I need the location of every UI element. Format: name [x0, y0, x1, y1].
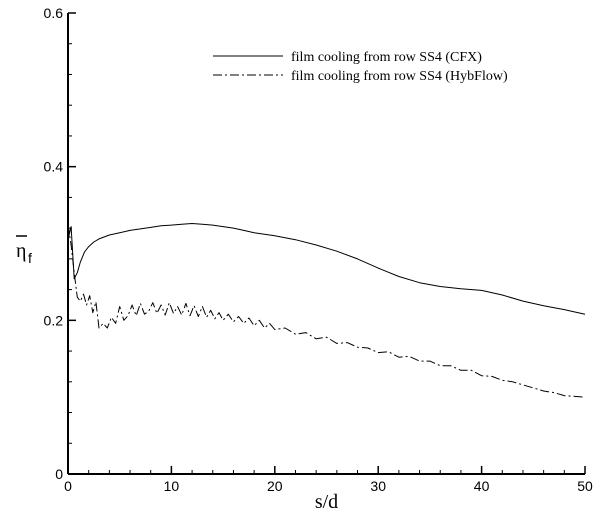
x-tick-label: 0	[64, 478, 72, 494]
x-axis-ticks: 0 10 20 30 40 50	[64, 466, 593, 494]
series-line-1	[67, 223, 586, 315]
legend-label-1: film cooling from row SS4 (CFX)	[291, 50, 482, 65]
y-tick-label: 0.6	[44, 5, 64, 21]
y-axis-label: η f	[16, 235, 32, 266]
x-tick-label: 40	[474, 478, 490, 494]
y-tick-label: 0.4	[44, 159, 64, 175]
legend-label-2: film cooling from row SS4 (HybFlow)	[291, 69, 508, 84]
y-tick-label: 0.2	[44, 312, 64, 328]
y-axis-ticks: 0 0.2 0.4 0.6	[44, 5, 76, 482]
series-layer	[67, 223, 586, 398]
x-tick-label: 10	[164, 478, 180, 494]
y-tick-label: 0	[55, 466, 63, 482]
y-axis-label-subscript: f	[28, 250, 32, 266]
x-tick-label: 20	[267, 478, 283, 494]
y-axis-label-main: η	[16, 240, 26, 262]
x-axis-label: s/d	[315, 491, 338, 513]
legend: film cooling from row SS4 (CFX) film cool…	[213, 50, 508, 84]
x-tick-label: 30	[370, 478, 386, 494]
x-tick-label: 50	[577, 478, 593, 494]
plot-frame	[67, 13, 585, 475]
series-line-2	[67, 224, 586, 398]
